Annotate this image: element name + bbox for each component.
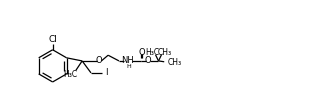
Text: H₃C: H₃C xyxy=(63,70,77,79)
Text: O: O xyxy=(138,48,145,57)
Text: Cl: Cl xyxy=(48,35,57,44)
Text: I: I xyxy=(105,68,107,77)
Text: O: O xyxy=(145,56,151,65)
Text: CH₃: CH₃ xyxy=(158,48,172,57)
Text: H: H xyxy=(126,64,131,69)
Text: O: O xyxy=(96,56,102,65)
Text: CH₃: CH₃ xyxy=(168,58,182,67)
Text: H₃C: H₃C xyxy=(146,48,160,57)
Text: NH: NH xyxy=(121,56,134,65)
